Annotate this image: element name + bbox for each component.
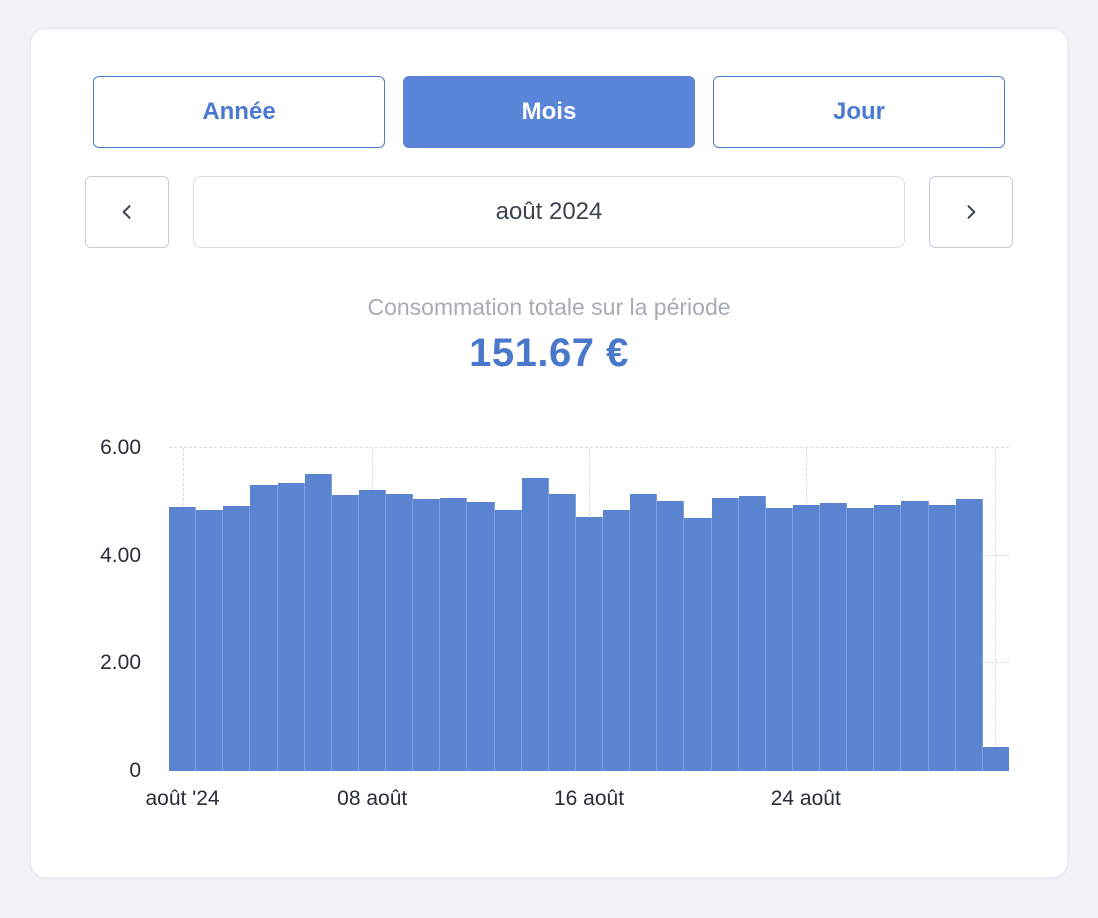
chevron-left-icon: [122, 205, 131, 219]
x-tick-label: 16 août: [553, 787, 625, 810]
chart-bar[interactable]: [792, 504, 820, 771]
gridline-horizontal: [169, 447, 1009, 448]
chart-bar[interactable]: [901, 500, 929, 771]
chart-bar[interactable]: [521, 477, 549, 771]
chart-bar[interactable]: [358, 490, 386, 771]
bars-layer: [169, 448, 1009, 771]
chart-bar[interactable]: [928, 504, 956, 771]
period-tabs: Année Mois Jour: [93, 76, 1005, 148]
chart-bar[interactable]: [874, 504, 902, 771]
y-tick-label: 0: [129, 759, 141, 782]
chart-bar[interactable]: [413, 499, 441, 771]
chart-bar[interactable]: [440, 497, 468, 771]
chart-bar[interactable]: [169, 507, 197, 771]
chart-bar[interactable]: [765, 508, 793, 771]
chart-bar[interactable]: [575, 516, 603, 771]
period-navigator: août 2024: [85, 176, 1013, 248]
chart-bar[interactable]: [657, 500, 685, 771]
chart-bar[interactable]: [386, 493, 414, 771]
chart-bar[interactable]: [820, 502, 848, 771]
chevron-right-icon: [967, 205, 976, 219]
period-label[interactable]: août 2024: [193, 176, 905, 248]
chart-bar[interactable]: [250, 484, 278, 771]
chart-plot: [169, 447, 1009, 771]
y-tick-label: 6.00: [100, 436, 141, 459]
chart-bar[interactable]: [277, 483, 305, 771]
chart-bar[interactable]: [630, 493, 658, 771]
x-tick-label: août '24: [145, 787, 220, 810]
x-tick-label: 24 août: [770, 787, 841, 810]
chart-bar[interactable]: [738, 496, 766, 771]
chart-bar[interactable]: [603, 509, 631, 771]
chart-bar[interactable]: [494, 509, 522, 771]
x-tick-label: 08 août: [337, 787, 408, 810]
consumption-chart: 0 2.00 4.00 6.00 août '24 08 août 16 août 24 a…: [31, 436, 1067, 821]
chart-plot-area: 0 2.00 4.00 6.00: [100, 436, 1009, 782]
tab-mois[interactable]: Mois: [403, 76, 695, 148]
chart-bar[interactable]: [684, 517, 712, 771]
chart-bar[interactable]: [196, 509, 224, 771]
chart-bar[interactable]: [847, 508, 875, 771]
tab-jour[interactable]: Jour: [713, 76, 1005, 148]
chart-bar[interactable]: [982, 746, 1009, 771]
gridline-vertical: [995, 448, 997, 771]
summary-amount: 151.67 €: [469, 331, 629, 375]
x-axis-labels: août '24 08 août 16 août 24 août: [146, 785, 1009, 821]
chart-bar[interactable]: [467, 501, 495, 771]
y-tick-label: 4.00: [100, 543, 141, 567]
previous-period-button[interactable]: [85, 176, 169, 248]
tab-annee[interactable]: Année: [93, 76, 385, 148]
chart-bar[interactable]: [223, 505, 251, 771]
chart-bar[interactable]: [304, 473, 332, 771]
y-tick-label: 2.00: [100, 651, 141, 675]
consumption-card: Année Mois Jour août 2024 Consommation t…: [30, 28, 1068, 878]
chart-bar[interactable]: [548, 493, 576, 771]
chart-bar[interactable]: [331, 495, 359, 771]
chart-bar[interactable]: [711, 497, 739, 771]
chart-bar[interactable]: [955, 499, 983, 771]
summary-title: Consommation totale sur la période: [367, 294, 731, 320]
y-axis-labels: 0 2.00 4.00 6.00: [59, 436, 169, 782]
next-period-button[interactable]: [929, 176, 1013, 248]
